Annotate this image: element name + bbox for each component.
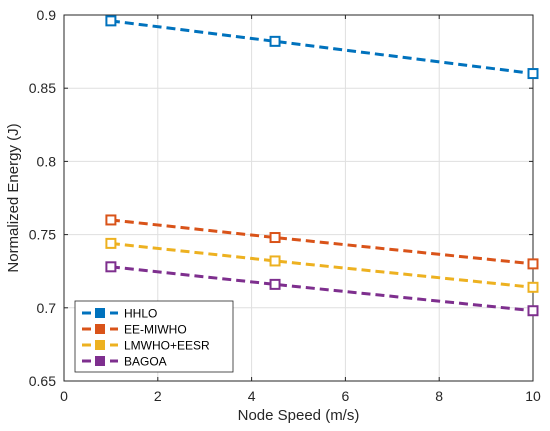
data-point [527, 68, 539, 80]
series-line [110, 265, 534, 313]
legend-marker [95, 356, 105, 366]
y-tick-label: 0.7 [37, 300, 57, 316]
legend-item: HHLO [82, 307, 157, 321]
y-tick-label: 0.85 [29, 80, 56, 96]
series-hhlo [105, 15, 539, 80]
data-point [105, 214, 117, 226]
y-axis-label: Normalized Energy (J) [5, 123, 22, 272]
legend-item: BAGOA [82, 355, 167, 369]
series-line [110, 218, 534, 266]
series-layer [105, 15, 539, 317]
data-point [527, 258, 539, 270]
x-tick-label: 0 [60, 388, 68, 404]
legend-marker [95, 308, 105, 318]
x-axis-label: Node Speed (m/s) [238, 407, 360, 424]
legend-label: EE-MIWHO [124, 323, 187, 337]
plot-frame [63, 14, 534, 382]
data-point [527, 281, 539, 293]
x-tick-label: 10 [525, 388, 541, 404]
series-bagoa [105, 261, 539, 317]
x-tick-label: 8 [435, 388, 443, 404]
axis-ticks: 0 2 4 6 8 10 0.65 0.7 0.75 0.8 0.85 0.9 [29, 7, 541, 404]
legend: HHLO EE-MIWHO LMWHO+EESR BAGOA [74, 300, 234, 373]
x-tick-label: 2 [154, 388, 162, 404]
legend-marker [95, 324, 105, 334]
legend-item: EE-MIWHO [82, 323, 187, 337]
data-point [269, 278, 281, 290]
y-tick-label: 0.9 [37, 7, 57, 23]
y-tick-label: 0.8 [37, 153, 57, 169]
x-tick-label: 4 [248, 388, 256, 404]
series-line [110, 19, 534, 76]
series-lmwho-eesr [105, 237, 539, 293]
legend-label: HHLO [124, 307, 157, 321]
series-ee-miwho [105, 214, 539, 270]
legend-label: LMWHO+EESR [124, 339, 210, 353]
data-point [269, 255, 281, 267]
data-point [105, 237, 117, 249]
data-point [527, 305, 539, 317]
series-line [110, 241, 534, 289]
legend-marker [95, 340, 105, 350]
legend-label: BAGOA [124, 355, 167, 369]
data-point [269, 232, 281, 244]
x-tick-label: 6 [342, 388, 350, 404]
data-point [269, 35, 281, 47]
data-point [105, 15, 117, 27]
data-point [105, 261, 117, 273]
legend-item: LMWHO+EESR [82, 339, 210, 353]
y-tick-label: 0.75 [29, 227, 56, 243]
y-tick-label: 0.65 [29, 373, 56, 389]
